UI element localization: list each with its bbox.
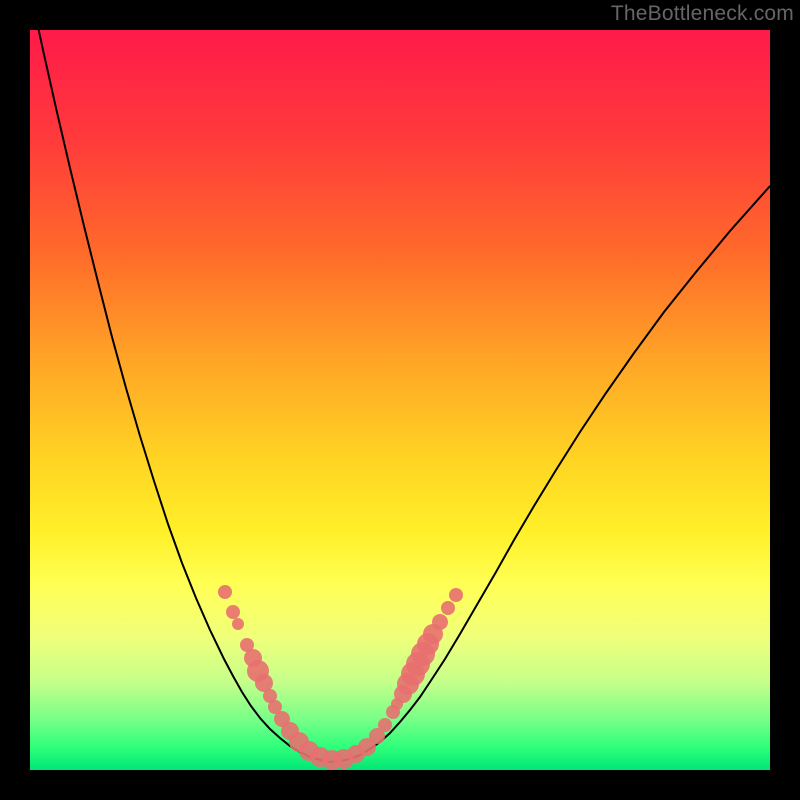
- data-marker: [441, 601, 455, 615]
- data-marker: [232, 618, 244, 630]
- chart-container: TheBottleneck.com: [0, 0, 800, 800]
- data-marker: [226, 605, 240, 619]
- attribution-text: TheBottleneck.com: [611, 2, 794, 26]
- data-marker: [449, 588, 463, 602]
- data-marker: [378, 718, 392, 732]
- data-marker: [218, 585, 232, 599]
- gradient-background: [30, 30, 770, 770]
- bottleneck-chart: [0, 0, 800, 800]
- data-marker: [432, 614, 448, 630]
